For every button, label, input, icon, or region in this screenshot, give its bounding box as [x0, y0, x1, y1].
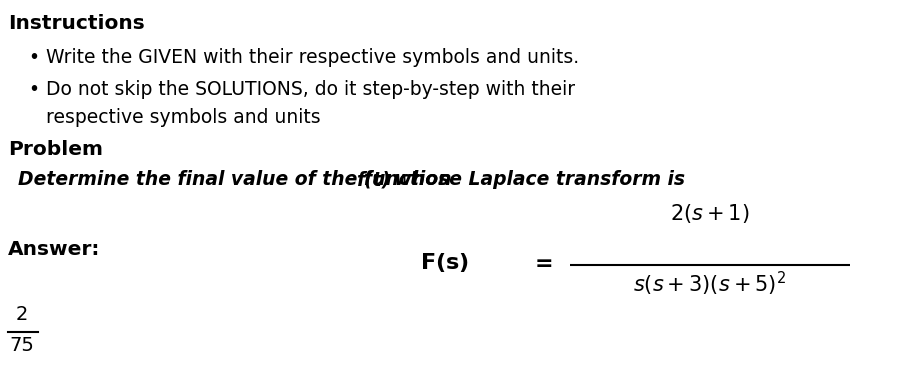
- Text: :: :: [83, 140, 90, 159]
- Text: respective symbols and units: respective symbols and units: [46, 108, 321, 127]
- Text: $\mathbf{F(s)}$: $\mathbf{F(s)}$: [420, 251, 468, 274]
- Text: $\mathbf{=}$: $\mathbf{=}$: [530, 252, 553, 272]
- Text: Do not skip the SOLUTIONS, do it step-by-step with their: Do not skip the SOLUTIONS, do it step-by…: [46, 80, 575, 99]
- Text: 2: 2: [16, 305, 29, 324]
- Text: Problem: Problem: [8, 140, 103, 159]
- Text: Write the GIVEN with their respective symbols and units.: Write the GIVEN with their respective sy…: [46, 48, 579, 67]
- Text: Determine the final value of the function: Determine the final value of the functio…: [18, 170, 458, 189]
- Text: $2(s+1)$: $2(s+1)$: [670, 202, 749, 225]
- Text: whose Laplace transform is: whose Laplace transform is: [388, 170, 685, 189]
- Text: Instructions: Instructions: [8, 14, 145, 33]
- Text: $s(s+3)(s+5)^{2}$: $s(s+3)(s+5)^{2}$: [634, 270, 786, 298]
- Text: •: •: [28, 80, 39, 99]
- Text: Answer:: Answer:: [8, 240, 101, 259]
- Text: 75: 75: [9, 336, 34, 355]
- Text: f(t): f(t): [356, 170, 390, 189]
- Text: •: •: [28, 48, 39, 67]
- Text: :: :: [119, 14, 126, 33]
